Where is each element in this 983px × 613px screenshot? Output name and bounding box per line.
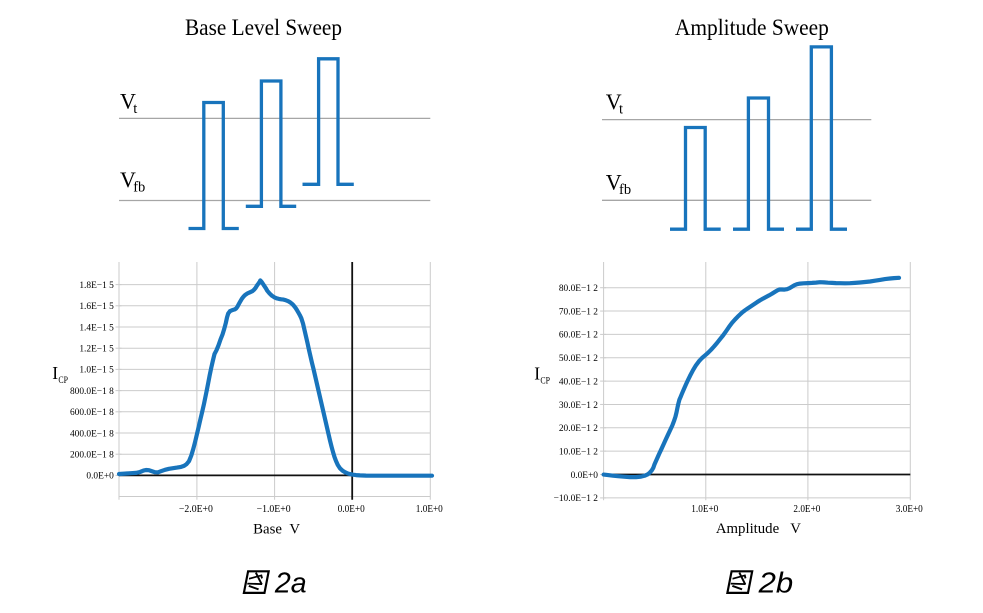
svg-text:2a: 2a [274, 568, 307, 600]
svg-text:Base Level Sweep: Base Level Sweep [185, 15, 342, 41]
svg-text:70.0E−1 2: 70.0E−1 2 [559, 307, 598, 317]
svg-text:I: I [534, 364, 540, 384]
svg-text:600.0E−1 8: 600.0E−1 8 [70, 408, 114, 418]
svg-text:Amplitude Sweep: Amplitude Sweep [675, 15, 829, 41]
svg-text:fb: fb [619, 182, 631, 198]
svg-text:400.0E−1 8: 400.0E−1 8 [70, 429, 114, 439]
svg-text:−2.0E+0: −2.0E+0 [179, 504, 213, 515]
svg-text:Amplitude V: Amplitude V [716, 521, 801, 537]
svg-text:1.0E+0: 1.0E+0 [416, 504, 443, 515]
svg-text:0.0E+0: 0.0E+0 [338, 504, 365, 515]
svg-text:50.0E−1 2: 50.0E−1 2 [559, 354, 598, 364]
svg-text:1.4E−1 5: 1.4E−1 5 [79, 323, 114, 333]
svg-text:V: V [120, 167, 136, 192]
svg-text:1.2E−1 5: 1.2E−1 5 [79, 345, 114, 355]
svg-text:t: t [619, 101, 623, 117]
svg-text:CP: CP [540, 376, 550, 386]
svg-text:60.0E−1 2: 60.0E−1 2 [559, 331, 598, 341]
svg-text:V: V [606, 89, 622, 114]
svg-text:−10.0E−1 2: −10.0E−1 2 [554, 494, 599, 504]
svg-text:2b: 2b [758, 568, 794, 600]
svg-text:1.0E+0: 1.0E+0 [691, 504, 718, 515]
svg-text:I: I [52, 363, 58, 383]
svg-text:3.0E+0: 3.0E+0 [896, 504, 923, 515]
svg-text:0.0E+0: 0.0E+0 [571, 471, 599, 481]
svg-text:80.0E−1 2: 80.0E−1 2 [559, 284, 598, 294]
svg-text:40.0E−1 2: 40.0E−1 2 [559, 377, 598, 387]
svg-text:0.0E+0: 0.0E+0 [86, 472, 114, 482]
svg-text:200.0E−1 8: 200.0E−1 8 [70, 451, 114, 461]
svg-text:30.0E−1 2: 30.0E−1 2 [559, 401, 598, 411]
svg-text:t: t [133, 101, 137, 117]
svg-text:10.0E−1 2: 10.0E−1 2 [559, 447, 598, 457]
svg-text:800.0E−1 8: 800.0E−1 8 [70, 387, 114, 397]
svg-text:V: V [120, 89, 136, 114]
svg-text:−1.0E+0: −1.0E+0 [257, 504, 291, 515]
svg-text:V: V [606, 169, 622, 194]
svg-text:1.8E−1 5: 1.8E−1 5 [79, 281, 114, 291]
svg-text:fb: fb [133, 179, 145, 195]
svg-text:2.0E+0: 2.0E+0 [793, 504, 820, 515]
svg-text:1.0E−1 5: 1.0E−1 5 [79, 366, 114, 376]
svg-text:1.6E−1 5: 1.6E−1 5 [79, 302, 114, 312]
svg-text:Base V: Base V [253, 522, 300, 538]
svg-text:20.0E−1 2: 20.0E−1 2 [559, 424, 598, 434]
svg-text:CP: CP [58, 376, 68, 386]
